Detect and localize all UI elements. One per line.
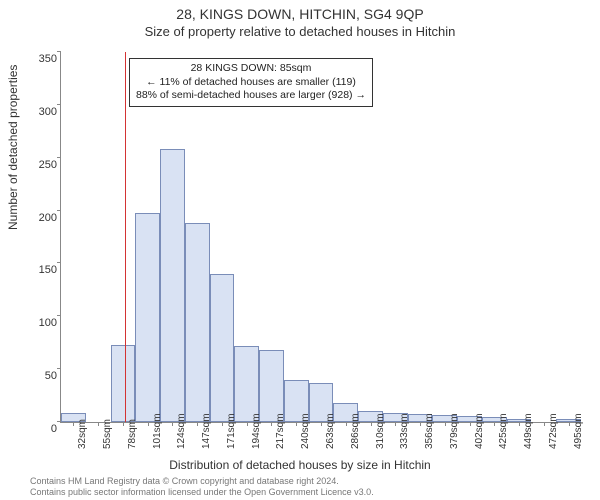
x-tick-mark	[321, 422, 322, 426]
y-tick-mark	[57, 157, 61, 158]
histogram-bar	[185, 223, 210, 422]
y-tick-label: 100	[25, 317, 57, 329]
histogram-bar	[210, 274, 235, 422]
chart-title-1: 28, KINGS DOWN, HITCHIN, SG4 9QP	[0, 0, 600, 22]
x-tick-mark	[544, 422, 545, 426]
histogram-bar	[135, 213, 160, 422]
x-tick-mark	[346, 422, 347, 426]
credits: Contains HM Land Registry data © Crown c…	[30, 476, 374, 498]
x-tick-mark	[222, 422, 223, 426]
y-tick-mark	[57, 262, 61, 263]
x-tick-mark	[73, 422, 74, 426]
x-tick-mark	[123, 422, 124, 426]
x-tick-label: 495sqm	[573, 413, 584, 449]
annotation-line: 88% of semi-detached houses are larger (…	[136, 89, 366, 103]
x-tick-mark	[395, 422, 396, 426]
annotation-box: 28 KINGS DOWN: 85sqm← 11% of detached ho…	[129, 58, 373, 107]
y-tick-label: 350	[25, 53, 57, 65]
histogram-bar	[259, 350, 284, 422]
credits-line-2: Contains public sector information licen…	[30, 487, 374, 498]
y-tick-label: 250	[25, 159, 57, 171]
chart-container: 28, KINGS DOWN, HITCHIN, SG4 9QP Size of…	[0, 0, 600, 500]
x-tick-mark	[271, 422, 272, 426]
x-axis-label: Distribution of detached houses by size …	[0, 458, 600, 472]
x-tick-mark	[494, 422, 495, 426]
x-tick-label: 78sqm	[127, 419, 138, 449]
x-tick-mark	[470, 422, 471, 426]
histogram-bar	[111, 345, 136, 422]
x-tick-mark	[519, 422, 520, 426]
y-tick-label: 300	[25, 106, 57, 118]
x-tick-label: 449sqm	[523, 413, 534, 449]
x-tick-mark	[371, 422, 372, 426]
x-tick-label: 55sqm	[102, 419, 113, 449]
x-tick-mark	[98, 422, 99, 426]
x-tick-mark	[569, 422, 570, 426]
annotation-line: 28 KINGS DOWN: 85sqm	[136, 62, 366, 76]
y-tick-label: 0	[25, 423, 57, 435]
y-axis-label: Number of detached properties	[6, 65, 20, 230]
x-tick-mark	[172, 422, 173, 426]
annotation-line: ← 11% of detached houses are smaller (11…	[136, 76, 366, 90]
x-tick-mark	[445, 422, 446, 426]
x-tick-mark	[197, 422, 198, 426]
y-tick-mark	[57, 368, 61, 369]
x-tick-label: 32sqm	[77, 419, 88, 449]
chart-title-2: Size of property relative to detached ho…	[0, 22, 600, 39]
x-tick-mark	[148, 422, 149, 426]
y-tick-mark	[57, 315, 61, 316]
y-tick-mark	[57, 51, 61, 52]
reference-vline	[125, 52, 126, 422]
plot-area: 05010015020025030035032sqm55sqm78sqm101s…	[60, 52, 581, 423]
histogram-bar	[160, 149, 185, 422]
credits-line-1: Contains HM Land Registry data © Crown c…	[30, 476, 374, 487]
x-tick-mark	[420, 422, 421, 426]
y-tick-label: 200	[25, 212, 57, 224]
y-tick-mark	[57, 104, 61, 105]
y-tick-mark	[57, 210, 61, 211]
y-tick-label: 150	[25, 264, 57, 276]
x-tick-mark	[247, 422, 248, 426]
x-tick-mark	[296, 422, 297, 426]
y-tick-label: 50	[25, 370, 57, 382]
histogram-bar	[234, 346, 259, 422]
